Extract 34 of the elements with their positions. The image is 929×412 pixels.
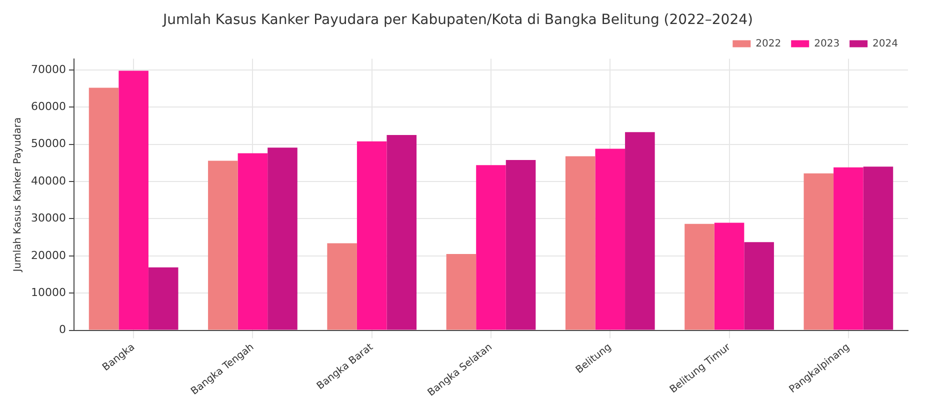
- bar: [744, 242, 774, 330]
- bar: [446, 254, 476, 330]
- bar: [506, 160, 536, 330]
- chart-title: Jumlah Kasus Kanker Payudara per Kabupaten/Kota di Bangka Belitung (2022–2024): [162, 12, 753, 28]
- bar: [684, 224, 714, 330]
- bar: [476, 165, 506, 330]
- y-tick-label: 10000: [30, 286, 66, 299]
- y-tick-label: 70000: [30, 62, 66, 76]
- y-axis-title: Jumlah Kasus Kanker Payudara: [12, 117, 24, 273]
- bar: [714, 222, 744, 330]
- bar: [863, 166, 894, 330]
- y-tick-label: 20000: [30, 248, 66, 262]
- legend-label: 2022: [756, 38, 782, 50]
- bar: [595, 148, 626, 330]
- bar: [118, 70, 148, 330]
- bar: [386, 135, 417, 330]
- bar: [88, 88, 119, 330]
- bar: [238, 153, 268, 330]
- bar: [148, 267, 178, 330]
- y-tick-label: 0: [58, 323, 66, 336]
- legend-label: 2023: [814, 38, 840, 50]
- bar: [625, 132, 655, 330]
- y-tick-label: 30000: [30, 212, 66, 225]
- bar: [208, 160, 238, 330]
- legend-label: 2024: [872, 38, 898, 50]
- bar: [327, 243, 357, 330]
- bar: [356, 141, 387, 330]
- bar: [565, 156, 596, 330]
- y-tick-label: 50000: [30, 137, 66, 150]
- bar: [804, 173, 834, 330]
- bar: [834, 167, 864, 330]
- bar: [268, 148, 298, 330]
- y-tick-label: 60000: [30, 100, 66, 114]
- y-tick-label: 40000: [30, 174, 66, 188]
